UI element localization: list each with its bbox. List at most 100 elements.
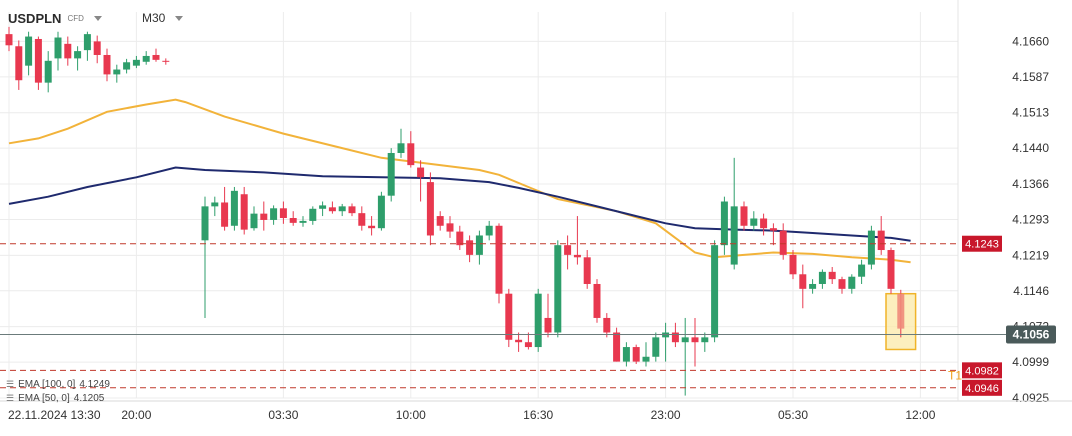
- candle-body[interactable]: [5, 34, 13, 46]
- symbol-dropdown-icon[interactable]: [93, 15, 102, 21]
- candle-body[interactable]: [368, 225, 376, 229]
- candle-body[interactable]: [838, 279, 846, 289]
- candle-body[interactable]: [867, 230, 875, 265]
- candle-body[interactable]: [789, 254, 797, 275]
- candle-body[interactable]: [818, 271, 826, 284]
- candle-body[interactable]: [417, 167, 425, 178]
- candle-body[interactable]: [622, 347, 630, 362]
- candle-body[interactable]: [779, 230, 787, 255]
- candle-body[interactable]: [230, 190, 238, 226]
- candle-body[interactable]: [221, 202, 229, 227]
- timeframe-dropdown-icon[interactable]: [175, 15, 184, 21]
- candle-body[interactable]: [495, 225, 503, 294]
- candle-body[interactable]: [720, 201, 728, 246]
- candle-body[interactable]: [446, 223, 454, 232]
- candle-body[interactable]: [691, 337, 699, 343]
- candle-body[interactable]: [750, 218, 758, 226]
- legend-ema100[interactable]: ☰ EMA [100, 0] 4.1249: [6, 379, 110, 390]
- candle-body[interactable]: [515, 339, 523, 343]
- legend-ema50[interactable]: ☰ EMA [50, 0] 4.1205: [6, 393, 104, 404]
- candle-body[interactable]: [652, 337, 660, 357]
- candle-body[interactable]: [15, 46, 23, 81]
- candle-body[interactable]: [583, 257, 591, 284]
- timeframe-selector[interactable]: M30: [142, 8, 184, 28]
- candle-body[interactable]: [613, 332, 621, 362]
- candle-body[interactable]: [103, 54, 111, 75]
- candle-body[interactable]: [799, 274, 807, 289]
- indicator-settings-icon[interactable]: ☰: [6, 379, 15, 390]
- candle-body[interactable]: [64, 43, 72, 59]
- candle-body[interactable]: [319, 205, 327, 209]
- candle-body[interactable]: [162, 60, 170, 62]
- candle-body[interactable]: [270, 208, 278, 220]
- candle-body[interactable]: [897, 293, 905, 329]
- candle-body[interactable]: [338, 206, 346, 212]
- candle-body[interactable]: [554, 245, 562, 333]
- candle-body[interactable]: [387, 152, 395, 196]
- candle-body[interactable]: [34, 38, 42, 83]
- candle-body[interactable]: [671, 332, 679, 343]
- candle-body[interactable]: [877, 230, 885, 251]
- indicator-settings-icon[interactable]: ☰: [6, 393, 15, 404]
- candle-body[interactable]: [54, 37, 62, 59]
- y-tick-label: 4.1366: [1012, 177, 1049, 191]
- candle-body[interactable]: [524, 342, 532, 348]
- candle-body[interactable]: [426, 182, 434, 236]
- candle-body[interactable]: [485, 225, 493, 236]
- candle-body[interactable]: [848, 276, 856, 289]
- candle-body[interactable]: [93, 41, 101, 55]
- candle-body[interactable]: [25, 36, 33, 66]
- candle-body[interactable]: [593, 283, 601, 318]
- candle-body[interactable]: [74, 51, 82, 59]
- candle-body[interactable]: [505, 293, 513, 340]
- candle-body[interactable]: [250, 213, 258, 229]
- candle-body[interactable]: [573, 254, 581, 258]
- candle-body[interactable]: [152, 54, 160, 60]
- candle-body[interactable]: [279, 208, 287, 219]
- candle-body[interactable]: [328, 207, 336, 212]
- candle-body[interactable]: [113, 69, 121, 75]
- candle-body[interactable]: [299, 220, 307, 223]
- candle-body[interactable]: [681, 337, 689, 343]
- candle-body[interactable]: [701, 337, 709, 343]
- symbol-label[interactable]: USDPLN: [8, 10, 62, 26]
- candle-body[interactable]: [123, 62, 131, 70]
- candle-body[interactable]: [740, 206, 748, 226]
- candle-body[interactable]: [436, 216, 444, 226]
- candle-body[interactable]: [760, 218, 768, 229]
- candle-body[interactable]: [809, 283, 817, 289]
- candle-body[interactable]: [544, 317, 552, 333]
- candle-body[interactable]: [348, 206, 356, 214]
- candle-body[interactable]: [260, 213, 268, 220]
- candle-body[interactable]: [887, 250, 895, 289]
- candle-body[interactable]: [211, 202, 219, 207]
- candle-body[interactable]: [407, 143, 415, 166]
- candle-body[interactable]: [632, 347, 640, 362]
- candle-body[interactable]: [309, 208, 317, 221]
- timeframe-label[interactable]: M30: [142, 11, 166, 25]
- candle-body[interactable]: [534, 293, 542, 348]
- candle-body[interactable]: [564, 245, 572, 255]
- candle-body[interactable]: [44, 60, 52, 83]
- candle-body[interactable]: [289, 218, 297, 223]
- candle-body[interactable]: [377, 195, 385, 229]
- candle-body[interactable]: [83, 34, 91, 51]
- candle-body[interactable]: [201, 206, 209, 241]
- candle-body[interactable]: [142, 55, 150, 62]
- candle-body[interactable]: [240, 194, 248, 230]
- candle-body[interactable]: [711, 245, 719, 338]
- candle-body[interactable]: [603, 317, 611, 333]
- candle-body[interactable]: [642, 356, 650, 362]
- candle-body[interactable]: [828, 271, 836, 280]
- candle-body[interactable]: [358, 213, 366, 226]
- candle-body[interactable]: [132, 59, 140, 66]
- candle-body[interactable]: [858, 264, 866, 277]
- candle-body[interactable]: [456, 231, 464, 246]
- candle-body[interactable]: [466, 240, 474, 255]
- candle-body[interactable]: [730, 206, 738, 265]
- candle-body[interactable]: [769, 228, 777, 231]
- candle-body[interactable]: [475, 235, 483, 255]
- candle-body[interactable]: [397, 143, 405, 153]
